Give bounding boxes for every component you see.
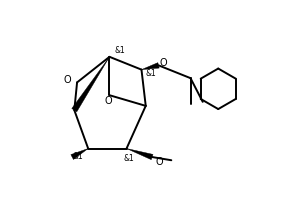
Text: &1: &1 [124, 154, 134, 163]
Text: O: O [156, 157, 164, 167]
Polygon shape [71, 149, 88, 159]
Text: O: O [105, 95, 112, 106]
Text: &1: &1 [73, 152, 83, 161]
Text: &1: &1 [145, 69, 156, 78]
Polygon shape [142, 63, 159, 70]
Text: &1: &1 [114, 46, 125, 55]
Text: O: O [160, 58, 167, 68]
Text: O: O [63, 75, 71, 85]
Polygon shape [127, 149, 153, 160]
Polygon shape [72, 57, 110, 112]
